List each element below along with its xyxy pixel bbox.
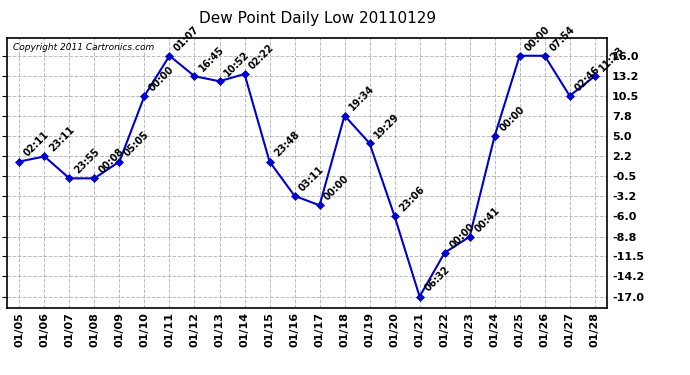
Text: 00:00: 00:00 [447,221,476,250]
Text: 03:11: 03:11 [297,164,326,193]
Text: 16:45: 16:45 [197,44,226,74]
Text: 10:52: 10:52 [222,50,251,78]
Text: 11:23: 11:23 [598,44,627,74]
Text: 01:07: 01:07 [172,24,201,53]
Text: 00:08: 00:08 [97,147,126,176]
Text: 23:48: 23:48 [273,130,302,159]
Text: 00:00: 00:00 [147,64,176,93]
Text: 02:11: 02:11 [22,130,51,159]
Text: 19:29: 19:29 [373,111,402,141]
Text: 06:32: 06:32 [422,265,451,294]
Text: 00:41: 00:41 [473,205,502,234]
Text: 02:46: 02:46 [573,64,602,93]
Text: 00:00: 00:00 [497,104,526,133]
Text: Copyright 2011 Cartronics.com: Copyright 2011 Cartronics.com [13,43,154,52]
Text: 05:05: 05:05 [122,130,151,159]
Text: 00:00: 00:00 [522,24,551,53]
Text: Dew Point Daily Low 20110129: Dew Point Daily Low 20110129 [199,11,436,26]
Text: 23:11: 23:11 [47,124,76,154]
Text: 02:22: 02:22 [247,42,276,71]
Text: 19:34: 19:34 [347,84,376,113]
Text: 07:54: 07:54 [547,24,576,53]
Text: 00:00: 00:00 [322,174,351,202]
Text: 23:06: 23:06 [397,184,426,213]
Text: 23:55: 23:55 [72,147,101,176]
